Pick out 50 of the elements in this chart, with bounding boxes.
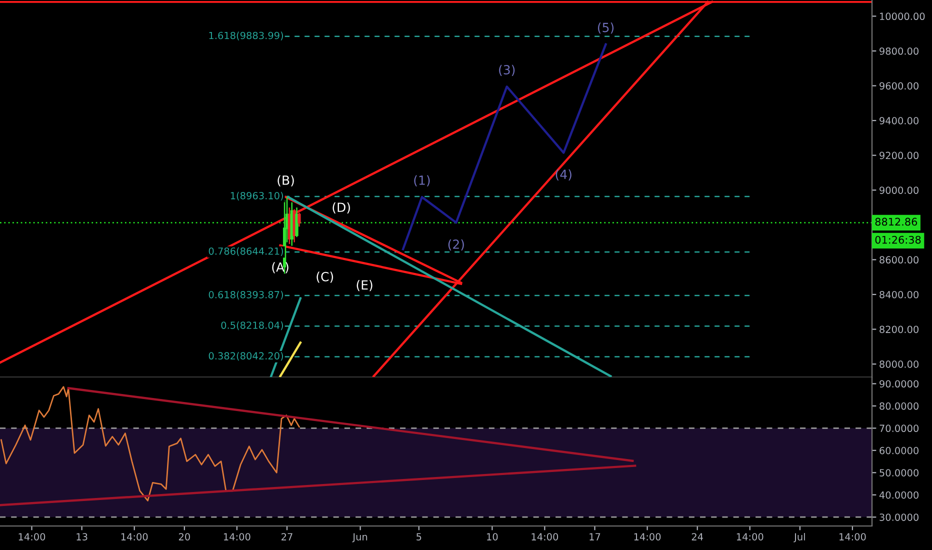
- y-tick-label: 60.0000: [880, 446, 919, 454]
- annotation: (E): [356, 280, 372, 292]
- x-tick-label: Jun: [352, 533, 368, 542]
- y-tick-label: 70.0000: [880, 424, 919, 432]
- y-tick-label: 90.0000: [880, 380, 919, 388]
- annotation: (2): [448, 239, 464, 250]
- annotation: (3): [499, 64, 515, 76]
- x-tick-label: 24: [692, 533, 703, 540]
- x-tick-label: 17: [590, 533, 600, 540]
- annotation: (C): [316, 272, 334, 283]
- annotation: (B): [278, 175, 294, 186]
- y-tick-label: 8200.00: [880, 326, 919, 334]
- x-tick-label: 14:00: [18, 533, 46, 540]
- y-tick-label: 9400.00: [880, 117, 919, 124]
- annotation: (D): [332, 202, 350, 214]
- y-tick-label: 8000.00: [880, 360, 919, 368]
- x-tick-label: 10: [487, 533, 498, 540]
- ref-line-label: 0.786(8644.21): [208, 247, 283, 256]
- y-tick-label: 9200.00: [880, 152, 919, 160]
- x-tick-label: 5: [416, 533, 422, 540]
- ref-line-label: 8812.86: [875, 218, 918, 226]
- ref-line-label: 0.382(8042.20): [208, 352, 283, 361]
- y-tick-label: 40.0000: [879, 491, 919, 499]
- y-tick-label: 9800.00: [880, 47, 919, 55]
- ref-line-label: 0.618(8393.87): [208, 290, 283, 300]
- y-tick-label: 50.0000: [880, 469, 919, 476]
- ref-line-label: 1.618(9883.99): [209, 32, 283, 40]
- annotation: (1): [414, 175, 430, 186]
- x-tick-label: 14:00: [532, 533, 558, 540]
- y-tick-label: 8600.00: [880, 256, 919, 264]
- y-tick-label: 10000.00: [880, 12, 925, 20]
- x-tick-label: 14:00: [121, 533, 148, 540]
- text: 01:26:38: [875, 236, 921, 244]
- x-tick-label: 13: [76, 533, 88, 540]
- y-tick-label: 80.0000: [880, 402, 919, 410]
- x-tick-label: Jul: [794, 532, 805, 542]
- ref-line-label: 0.5(8218.04): [221, 321, 283, 330]
- x-tick-label: 14:00: [224, 533, 250, 540]
- x-tick-label: 14:00: [736, 533, 764, 540]
- ref-line-label: 1(8963.10): [230, 192, 283, 200]
- x-tick-label: 27: [282, 533, 292, 540]
- x-tick-label: 14:00: [634, 533, 661, 540]
- annotation: (4): [556, 169, 572, 181]
- x-tick-label: 20: [178, 533, 190, 540]
- y-tick-label: 30.0000: [880, 514, 919, 521]
- y-tick-label: 9600.00: [880, 82, 919, 90]
- y-tick-label: 8400.00: [880, 290, 919, 298]
- annotation: (5): [598, 22, 614, 34]
- y-tick-label: 9000.00: [880, 186, 919, 194]
- x-tick-label: 14:00: [840, 533, 866, 540]
